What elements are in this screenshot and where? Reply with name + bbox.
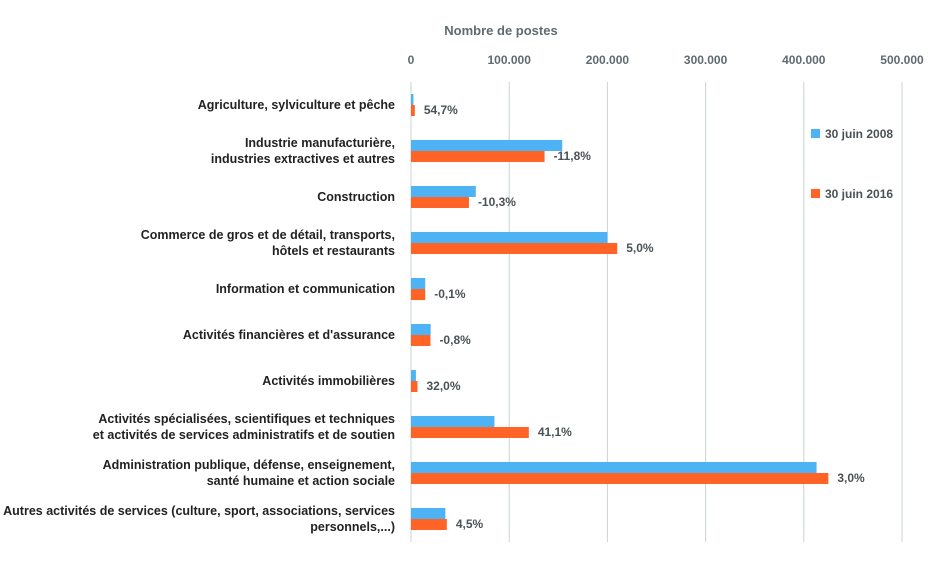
bar-2016 [411, 335, 431, 346]
legend-swatch [811, 189, 820, 198]
bar-2008 [411, 94, 414, 105]
category-label: santé humaine et action sociale [207, 474, 395, 488]
change-label: -0,8% [439, 333, 471, 347]
category-label: industries extractives et autres [211, 152, 395, 166]
category-label: Information et communication [216, 282, 395, 296]
category-label: Administration publique, défense, enseig… [103, 458, 395, 472]
change-label: 4,5% [456, 517, 484, 531]
bar-2016 [411, 381, 418, 392]
category-label: Autres activités de services (culture, s… [3, 504, 395, 518]
category-label: Commerce de gros et de détail, transport… [141, 228, 395, 242]
x-tick-label: 300.000 [684, 53, 728, 67]
bar-2008 [411, 186, 476, 197]
bar-2008 [411, 462, 817, 473]
category-label: et activités de services administratifs … [93, 428, 395, 442]
change-labels: 54,7% -11,8% -10,3% 5,0% -0,1% -0,8% 32,0% 41,1… [424, 103, 865, 531]
x-tick-label: 200.000 [586, 53, 630, 67]
x-tick-label: 0 [408, 53, 415, 67]
bar-2008 [411, 140, 563, 151]
category-label: Activités immobilières [262, 374, 395, 388]
change-label: -10,3% [478, 195, 516, 209]
bar-2008 [411, 370, 416, 381]
change-label: 32,0% [426, 379, 460, 393]
x-axis-title: Nombre de postes [444, 23, 557, 38]
category-labels: Agriculture, sylviculture et pêche Indust… [3, 98, 395, 534]
change-label: 54,7% [424, 103, 458, 117]
bar-2016 [411, 105, 415, 116]
legend-label: 30 juin 2016 [825, 187, 893, 201]
category-label: hôtels et restaurants [272, 244, 395, 258]
legend-item: 30 juin 2016 [811, 187, 893, 201]
category-label: Activités spécialisées, scientifiques et… [98, 412, 395, 426]
legend-item: 30 juin 2008 [811, 127, 893, 141]
category-label: Agriculture, sylviculture et pêche [198, 98, 395, 112]
x-tick-label: 400.000 [782, 53, 826, 67]
change-label: 41,1% [538, 425, 572, 439]
bar-2016 [411, 243, 618, 254]
bars [411, 94, 829, 530]
bar-2016 [411, 289, 426, 300]
legend-label: 30 juin 2008 [825, 127, 893, 141]
bar-2016 [411, 473, 829, 484]
change-label: 3,0% [837, 471, 865, 485]
bar-2008 [411, 278, 426, 289]
bar-2008 [411, 232, 608, 243]
change-label: -11,8% [554, 149, 592, 163]
legend: 30 juin 2008 30 juin 2016 [811, 127, 893, 201]
bar-2008 [411, 416, 495, 427]
bar-2008 [411, 324, 431, 335]
category-label: personnels,...) [310, 520, 395, 534]
bar-2016 [411, 197, 469, 208]
category-label: Construction [317, 190, 395, 204]
x-axis-ticks: 0 100.000 200.000 300.000 400.000 500.000 [408, 53, 924, 67]
category-label: Activités financières et d'assurance [183, 328, 395, 342]
legend-swatch [811, 129, 820, 138]
change-label: -0,1% [434, 287, 466, 301]
bar-2016 [411, 427, 529, 438]
bar-2016 [411, 151, 545, 162]
x-tick-label: 100.000 [488, 53, 532, 67]
x-tick-label: 500.000 [880, 53, 924, 67]
bar-2008 [411, 508, 446, 519]
change-label: 5,0% [626, 241, 654, 255]
category-label: Industrie manufacturière, [245, 136, 395, 150]
bar-2016 [411, 519, 447, 530]
